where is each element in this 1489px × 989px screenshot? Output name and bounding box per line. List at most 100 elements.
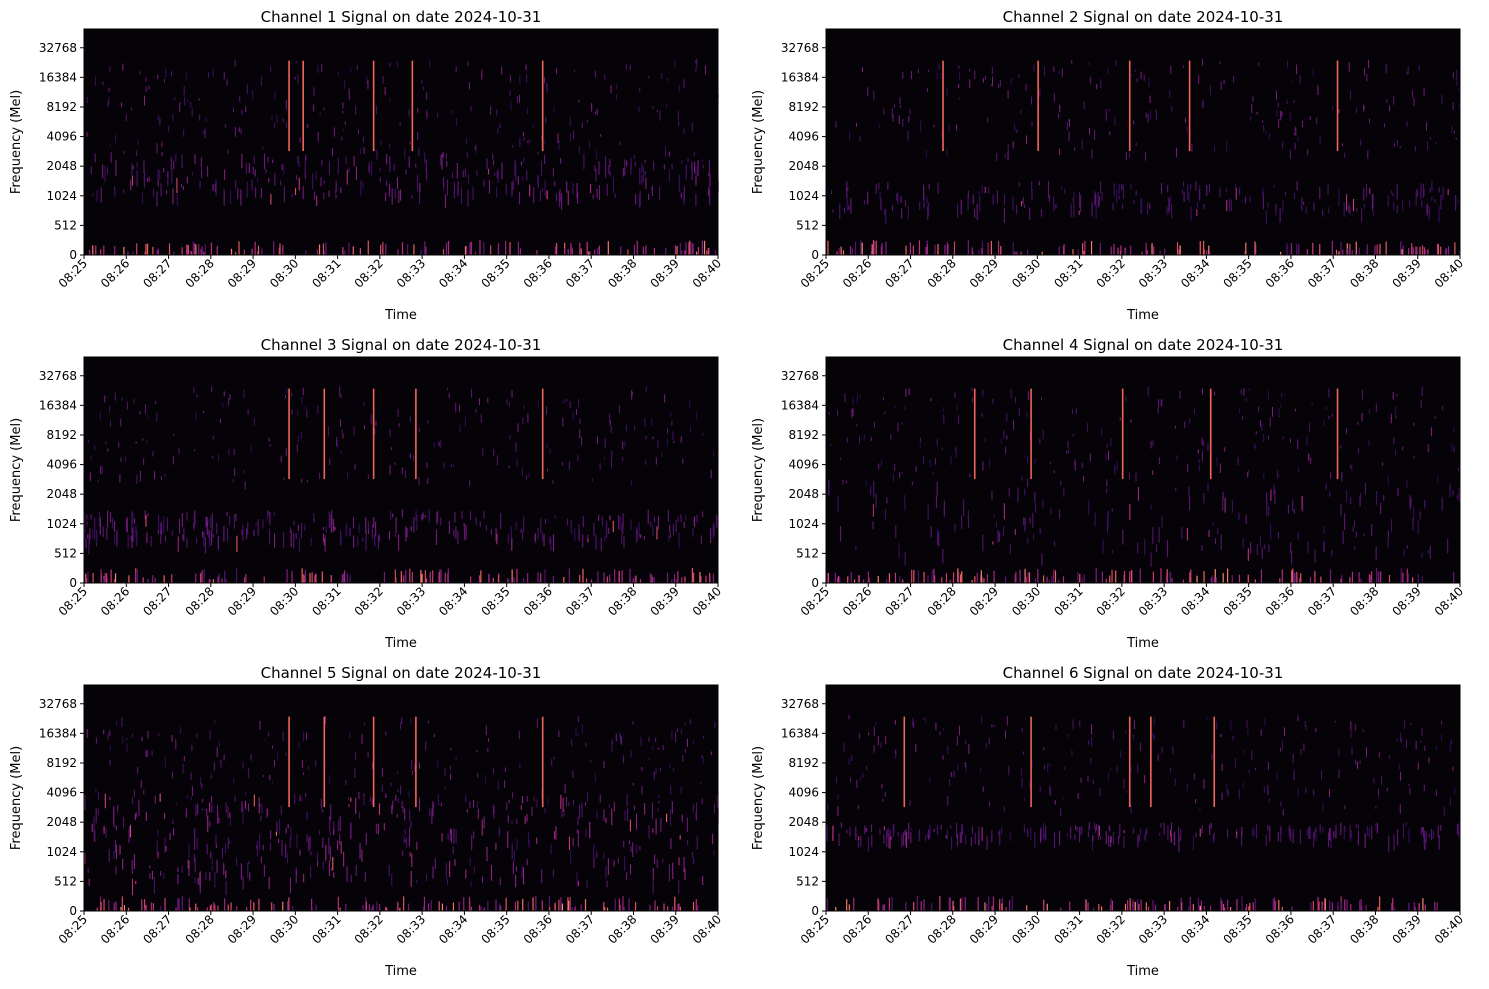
energy-speckle (224, 124, 226, 128)
energy-streak (343, 250, 346, 255)
energy-streak (380, 244, 382, 255)
energy-streak (981, 827, 983, 841)
energy-streak (511, 569, 513, 583)
energy-streak (1369, 574, 1371, 583)
energy-speckle (1226, 783, 1228, 794)
energy-speckle (1453, 130, 1455, 134)
energy-streak (321, 571, 323, 583)
energy-speckle (122, 63, 124, 71)
energy-streak (1053, 540, 1056, 547)
energy-streak (604, 155, 607, 167)
chart-title: Channel 2 Signal on date 2024-10-31 (1003, 8, 1284, 26)
energy-streak (1164, 904, 1166, 911)
energy-streak (652, 828, 654, 833)
energy-streak (452, 846, 454, 854)
energy-speckle (1237, 456, 1239, 466)
energy-speckle (433, 734, 435, 738)
energy-streak (671, 163, 673, 170)
energy-speckle (1451, 125, 1453, 134)
energy-speckle (1039, 786, 1041, 793)
energy-streak (1208, 530, 1210, 537)
energy-streak (195, 244, 197, 255)
energy-speckle (1110, 437, 1112, 446)
energy-streak (1313, 832, 1315, 848)
energy-streak (242, 524, 244, 542)
energy-streak (626, 793, 628, 807)
energy-streak (1329, 569, 1332, 583)
energy-streak (401, 242, 404, 255)
energy-speckle (372, 762, 374, 770)
energy-speckle (1247, 472, 1249, 478)
energy-speckle (1286, 60, 1288, 69)
energy-streak (999, 899, 1001, 911)
energy-streak (93, 829, 95, 840)
energy-speckle (394, 462, 396, 465)
energy-speckle (1357, 448, 1359, 454)
energy-streak (1270, 523, 1272, 540)
energy-speckle (291, 408, 293, 415)
energy-speckle (455, 756, 457, 761)
energy-streak (1323, 540, 1325, 553)
energy-speckle (1101, 428, 1103, 436)
energy-streak (168, 243, 171, 255)
energy-speckle (1153, 717, 1155, 727)
energy-streak (683, 186, 685, 202)
energy-speckle (527, 413, 529, 423)
energy-streak (263, 153, 266, 170)
energy-streak (263, 864, 265, 877)
energy-streak (1434, 199, 1436, 203)
energy-streak (510, 526, 512, 540)
energy-streak (1214, 577, 1216, 583)
energy-speckle (553, 756, 555, 760)
energy-speckle (676, 728, 678, 732)
energy-speckle (317, 131, 319, 142)
energy-streak (100, 569, 102, 583)
energy-streak (142, 577, 144, 583)
energy-streak (521, 865, 523, 879)
energy-streak (1009, 832, 1011, 842)
energy-streak (360, 180, 362, 196)
energy-event (302, 60, 304, 152)
energy-speckle (433, 803, 435, 809)
energy-streak (1313, 830, 1315, 839)
energy-streak (1424, 249, 1426, 255)
energy-streak (1011, 896, 1013, 911)
energy-streak (1181, 527, 1183, 540)
energy-speckle (1074, 461, 1076, 471)
energy-streak (199, 881, 201, 894)
energy-speckle (1396, 738, 1398, 742)
energy-streak (576, 872, 578, 886)
energy-speckle (579, 418, 581, 425)
energy-streak (894, 572, 897, 583)
energy-streak (500, 512, 502, 530)
energy-streak (1119, 823, 1121, 837)
energy-speckle (1201, 451, 1203, 461)
y-tick-label: 0 (811, 904, 819, 918)
energy-streak (696, 514, 698, 523)
energy-speckle (545, 117, 547, 124)
energy-speckle (674, 60, 676, 68)
y-tick-label: 0 (69, 576, 77, 590)
energy-streak (411, 194, 413, 199)
energy-speckle (1292, 80, 1294, 83)
energy-streak (173, 161, 175, 170)
energy-streak (1159, 832, 1161, 836)
energy-speckle (925, 149, 927, 158)
energy-streak (1235, 183, 1237, 190)
energy-streak (1343, 202, 1345, 217)
energy-streak (603, 809, 605, 821)
energy-speckle (1006, 716, 1008, 726)
energy-speckle (250, 753, 252, 761)
energy-streak (1387, 537, 1389, 548)
energy-speckle (526, 475, 528, 480)
energy-speckle (209, 729, 211, 740)
energy-streak (1002, 526, 1005, 536)
energy-streak (1427, 549, 1429, 554)
energy-streak (1376, 823, 1378, 834)
energy-speckle (984, 437, 986, 442)
energy-speckle (897, 422, 899, 432)
energy-streak (84, 795, 86, 811)
energy-streak (673, 574, 676, 583)
energy-speckle (837, 806, 839, 816)
energy-streak (1095, 204, 1097, 219)
